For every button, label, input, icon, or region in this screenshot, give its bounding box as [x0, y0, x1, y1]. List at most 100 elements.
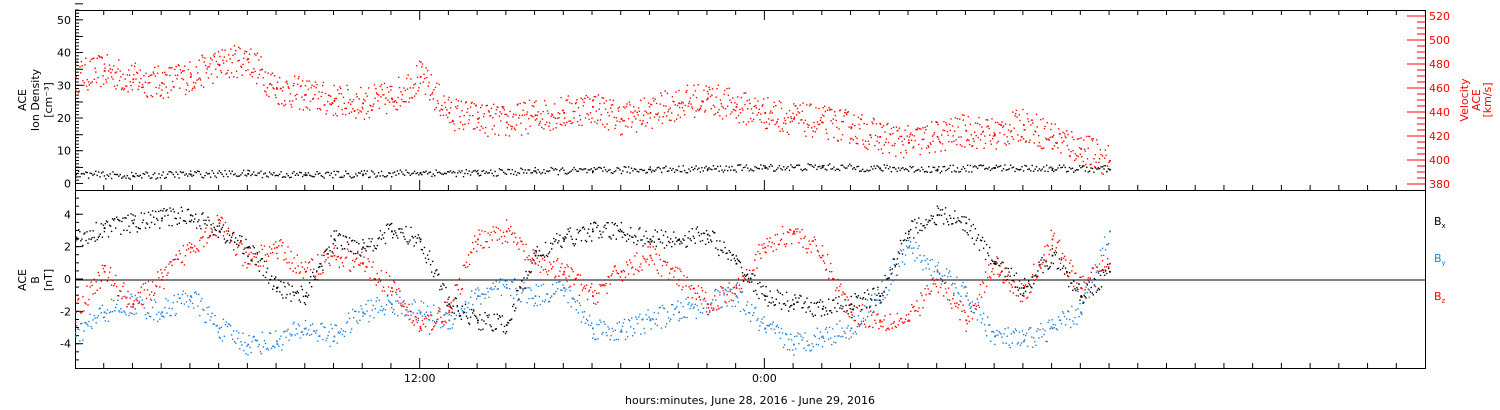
- bx-series-point: [177, 212, 179, 214]
- density-series-point: [372, 171, 374, 173]
- velocity-series-point: [871, 121, 873, 123]
- bz-series-point: [636, 252, 638, 254]
- velocity-series-point: [404, 89, 406, 92]
- velocity-series-point: [1005, 144, 1007, 146]
- density-series-point: [198, 170, 200, 173]
- density-series-point: [87, 177, 90, 179]
- by-series-point: [237, 337, 239, 340]
- velocity-series-point: [644, 110, 646, 112]
- velocity-series-point: [312, 98, 314, 100]
- by-series-point: [266, 347, 269, 349]
- velocity-series-point: [925, 129, 927, 131]
- by-series-point: [398, 302, 400, 304]
- by-series-point: [893, 264, 895, 266]
- bx-series-point: [247, 255, 249, 258]
- bz-series-point: [352, 259, 354, 262]
- bz-series-point: [370, 279, 372, 281]
- density-series-point: [403, 174, 406, 176]
- bz-series-point: [489, 234, 491, 236]
- density-series-anchor: [419, 172, 422, 174]
- velocity-series-point: [396, 109, 399, 111]
- bz-series-point: [91, 284, 93, 287]
- density-series-point: [1021, 166, 1023, 168]
- density-series-point: [143, 173, 146, 175]
- density-series-point: [620, 172, 623, 175]
- velocity-series-point: [370, 109, 373, 111]
- bz-series-point: [885, 329, 887, 332]
- velocity-series-point: [755, 104, 757, 107]
- by-series-point: [468, 308, 471, 311]
- velocity-series-point: [154, 66, 156, 69]
- bz-series-point: [372, 261, 374, 263]
- by-series-point: [94, 317, 96, 319]
- by-series-point: [754, 307, 756, 309]
- velocity-series-point: [485, 126, 487, 129]
- by-series-point: [822, 337, 825, 339]
- density-series-point: [619, 169, 621, 171]
- by-series-point: [879, 302, 881, 304]
- by-series-point: [247, 354, 249, 356]
- velocity-series-point: [619, 121, 621, 123]
- velocity-series-point: [1064, 135, 1066, 137]
- bz-series-point: [849, 304, 851, 306]
- bottom-ylabel-ace: ACE: [16, 269, 29, 291]
- by-series-point: [684, 316, 686, 318]
- by-series-point: [341, 333, 344, 336]
- bz-series-point: [931, 278, 933, 280]
- bx-series-point: [339, 234, 342, 236]
- bz-series-point: [334, 245, 336, 247]
- density-series-point: [638, 171, 640, 173]
- velocity-series-point: [187, 84, 189, 86]
- velocity-series-point: [366, 95, 368, 97]
- by-series-point: [218, 336, 220, 338]
- velocity-series-point: [343, 102, 345, 105]
- by-series-point: [662, 307, 665, 309]
- density-series-point: [75, 177, 77, 179]
- velocity-series-point: [1099, 158, 1101, 160]
- bz-series-point: [848, 315, 850, 318]
- bz-series-point: [421, 319, 424, 322]
- density-series-point: [599, 166, 601, 169]
- velocity-series-point: [792, 112, 794, 114]
- bz-series-point: [264, 254, 267, 256]
- by-series-point: [312, 323, 314, 325]
- velocity-series-point: [661, 122, 664, 125]
- velocity-series-point: [360, 111, 363, 113]
- bx-series-point: [377, 238, 379, 240]
- velocity-series-point: [1073, 159, 1076, 162]
- bz-series-point: [164, 269, 166, 271]
- density-series-point: [339, 176, 341, 179]
- bz-series-point: [944, 281, 947, 284]
- velocity-series-point: [383, 94, 385, 96]
- velocity-series-point: [630, 111, 632, 113]
- density-series-point: [309, 174, 311, 176]
- bz-series-point: [874, 319, 876, 322]
- bz-series-point: [871, 314, 873, 316]
- by-series-point: [959, 300, 961, 302]
- bx-series-point: [99, 233, 101, 235]
- bz-series-point: [741, 275, 744, 277]
- by-series-point: [105, 312, 108, 315]
- density-series-point: [543, 169, 545, 171]
- velocity-series-point: [202, 56, 204, 58]
- velocity-series-point: [938, 138, 940, 140]
- by-series-point: [857, 314, 860, 317]
- bx-series-point: [418, 237, 421, 239]
- velocity-series-point: [858, 123, 860, 126]
- bz-series-point: [1028, 282, 1030, 284]
- velocity-series-point: [839, 109, 842, 111]
- by-series-point: [937, 261, 940, 264]
- bz-series-point: [289, 267, 291, 270]
- bz-series-point: [998, 275, 1000, 278]
- bz-series-point: [445, 321, 447, 324]
- velocity-series-point: [1100, 153, 1102, 156]
- velocity-series-point: [414, 83, 417, 85]
- velocity-series-point: [123, 89, 125, 91]
- bz-series-point: [288, 261, 290, 264]
- velocity-series-point: [309, 109, 311, 111]
- bz-series-point: [1085, 282, 1087, 284]
- velocity-series-point: [624, 107, 626, 109]
- by-series-point: [613, 339, 615, 341]
- bz-series-point: [167, 272, 169, 274]
- bz-series-point: [1093, 284, 1096, 287]
